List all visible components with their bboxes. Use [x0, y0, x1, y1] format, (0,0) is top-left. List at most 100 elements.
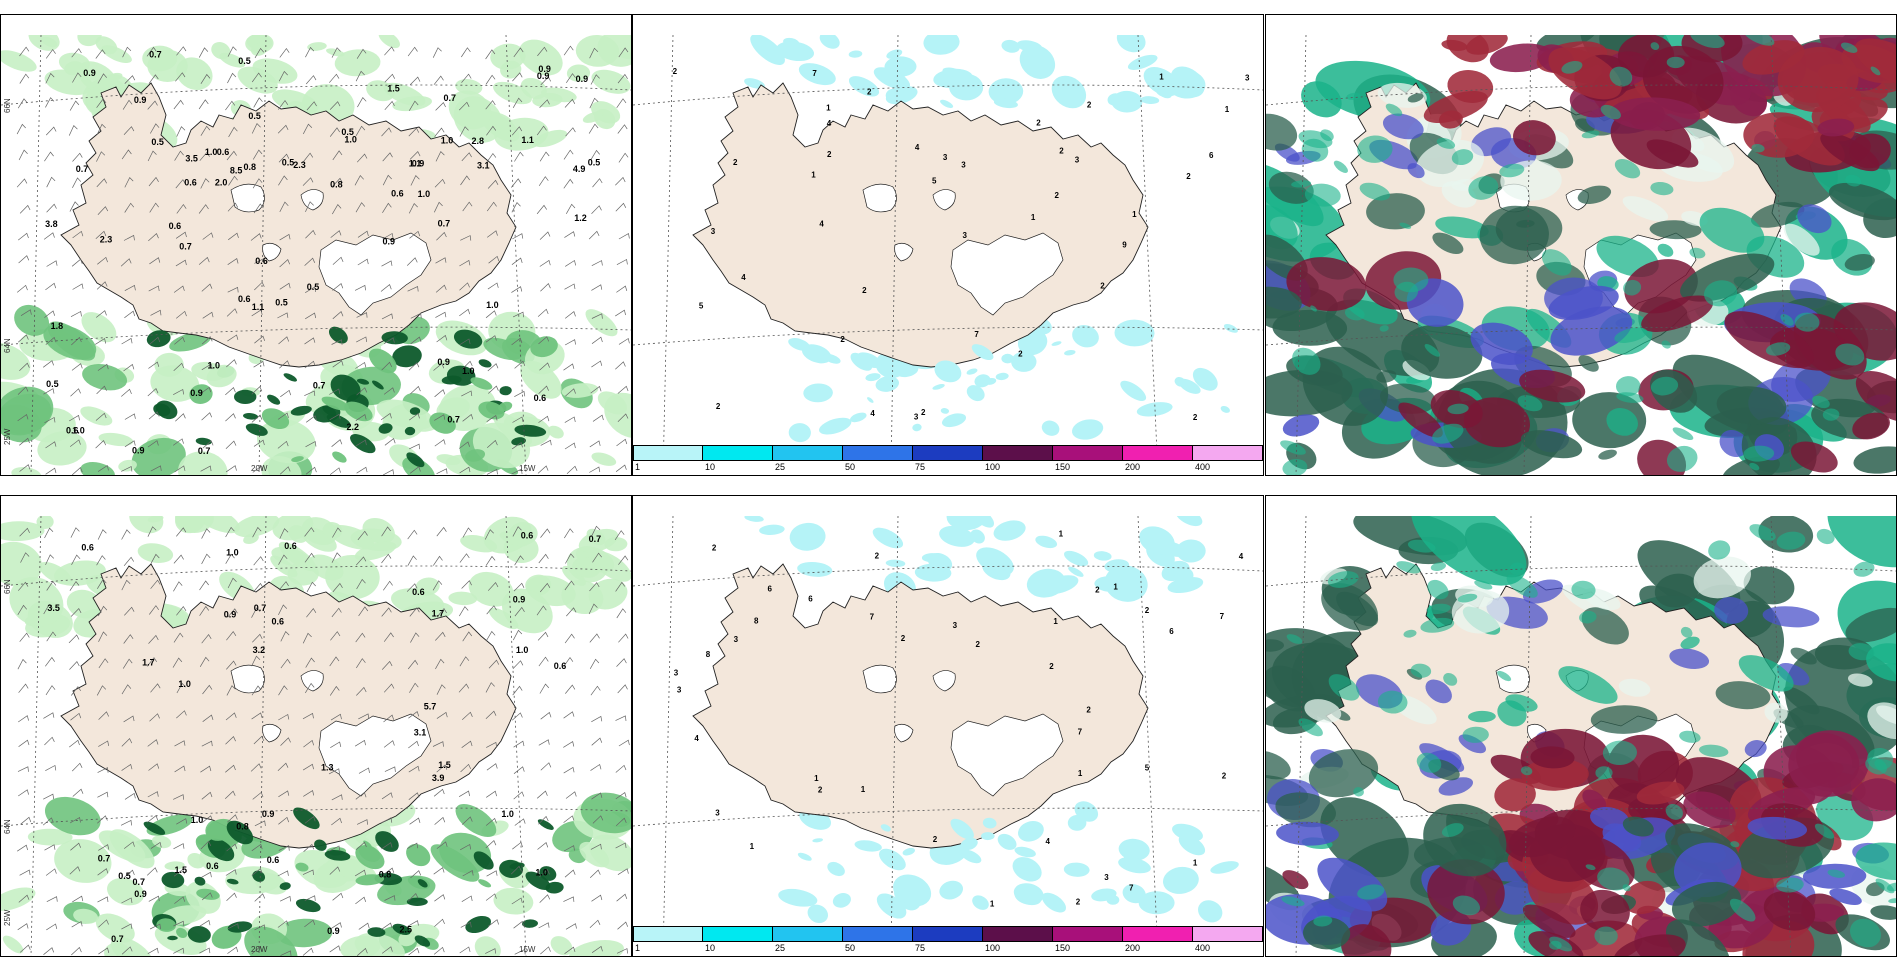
wind-barb [175, 259, 187, 267]
wind-barb [485, 630, 496, 642]
wind-barb [589, 440, 601, 448]
wind-barb [227, 577, 237, 589]
wind-barb [566, 73, 576, 83]
wind-barb [511, 257, 523, 265]
value-label: 2 [818, 786, 823, 795]
value-label: 3 [734, 635, 739, 644]
wind-barb [44, 844, 56, 851]
wind-barb [408, 203, 418, 214]
value-label: 0.9 [437, 357, 450, 367]
wind-barb [512, 72, 523, 82]
wind-barb [173, 632, 184, 643]
wind-barb [305, 75, 317, 85]
wind-barb [305, 46, 315, 58]
wind-barb [383, 867, 395, 875]
wind-barb [148, 176, 159, 187]
wind-barb [146, 657, 157, 667]
wind-barb [512, 233, 524, 240]
colorbar-swatch [1123, 445, 1193, 461]
colorbar-tick: 150 [1055, 943, 1071, 953]
wind-barb [565, 203, 576, 214]
wind-barb [354, 869, 366, 877]
wind-barb [95, 230, 107, 239]
precip-shading-north [744, 516, 1206, 602]
wind-barb [172, 657, 183, 668]
value-label: 2 [673, 67, 678, 76]
wind-barb [18, 149, 28, 161]
wind-barb [279, 282, 291, 290]
value-label: 1 [1059, 529, 1064, 538]
wind-barb [18, 739, 30, 747]
wind-barb [278, 845, 290, 851]
wind-barb [254, 893, 266, 902]
wind-barb [616, 285, 628, 293]
wind-barb [432, 741, 444, 747]
glacier [300, 670, 324, 692]
wind-barb [228, 175, 238, 186]
wind-barb [122, 46, 132, 58]
value-label: 8.5 [230, 166, 243, 176]
wind-barb [150, 579, 161, 589]
wind-barb [96, 555, 106, 566]
wind-barb [304, 390, 316, 397]
wind-barb [434, 178, 446, 188]
wind-barb [356, 48, 367, 59]
wind-barb [303, 843, 315, 852]
wind-barb [434, 127, 445, 137]
wind-barb [227, 72, 237, 84]
colorbar-swatch [633, 926, 703, 942]
wind-barb [434, 414, 446, 421]
value-label: 2 [1018, 350, 1023, 359]
wind-barb [148, 763, 160, 771]
wind-barb [407, 46, 418, 57]
wind-barb [540, 283, 551, 292]
wind-barb [124, 606, 135, 616]
wind-barb [436, 231, 447, 241]
wind-barb [44, 416, 56, 424]
wind-barb [410, 632, 420, 643]
value-label: 1.0 [178, 679, 191, 689]
glacier [318, 713, 432, 797]
wind-barb [46, 631, 57, 642]
panel-header [1266, 496, 1896, 516]
wind-barb [202, 232, 214, 240]
wind-barb [331, 339, 343, 345]
wind-barb [566, 607, 577, 617]
wind-barb [303, 790, 315, 797]
wind-barb [539, 894, 551, 903]
wind-barb [332, 256, 344, 265]
wind-barb [43, 793, 55, 800]
wind-barb [279, 360, 290, 369]
wind-barb [45, 282, 57, 291]
wind-barb [616, 98, 627, 109]
iceland-landmass [692, 82, 1149, 368]
wind-barb [305, 415, 317, 423]
wind-barb [513, 766, 525, 774]
colorbar-swatch [703, 926, 773, 942]
wind-barb [358, 767, 370, 774]
wind-barb [355, 125, 366, 136]
wind-barb [486, 763, 498, 771]
wind-barb [433, 555, 443, 566]
value-label: 0.5 [307, 282, 320, 292]
wind-barb [124, 202, 135, 213]
value-label: 2 [840, 335, 845, 344]
wind-barb [200, 73, 211, 84]
value-label: 0.9 [83, 68, 96, 78]
wind-barb [19, 632, 30, 642]
wind-barb [17, 232, 29, 241]
colorbar-tick: 100 [985, 943, 1001, 953]
wind-barb [618, 633, 629, 643]
value-label: 7 [1078, 727, 1083, 736]
wind-barb [511, 468, 523, 475]
wind-barb [306, 101, 317, 111]
wind-barb [96, 281, 108, 290]
panel-header [1266, 15, 1896, 35]
wind-barb [461, 47, 471, 58]
wind-barb [356, 336, 368, 343]
wind-barb [280, 631, 290, 642]
panel-header [633, 496, 1263, 516]
wind-barb [436, 334, 448, 343]
wind-barb [538, 336, 550, 345]
wind-barb [615, 581, 626, 592]
